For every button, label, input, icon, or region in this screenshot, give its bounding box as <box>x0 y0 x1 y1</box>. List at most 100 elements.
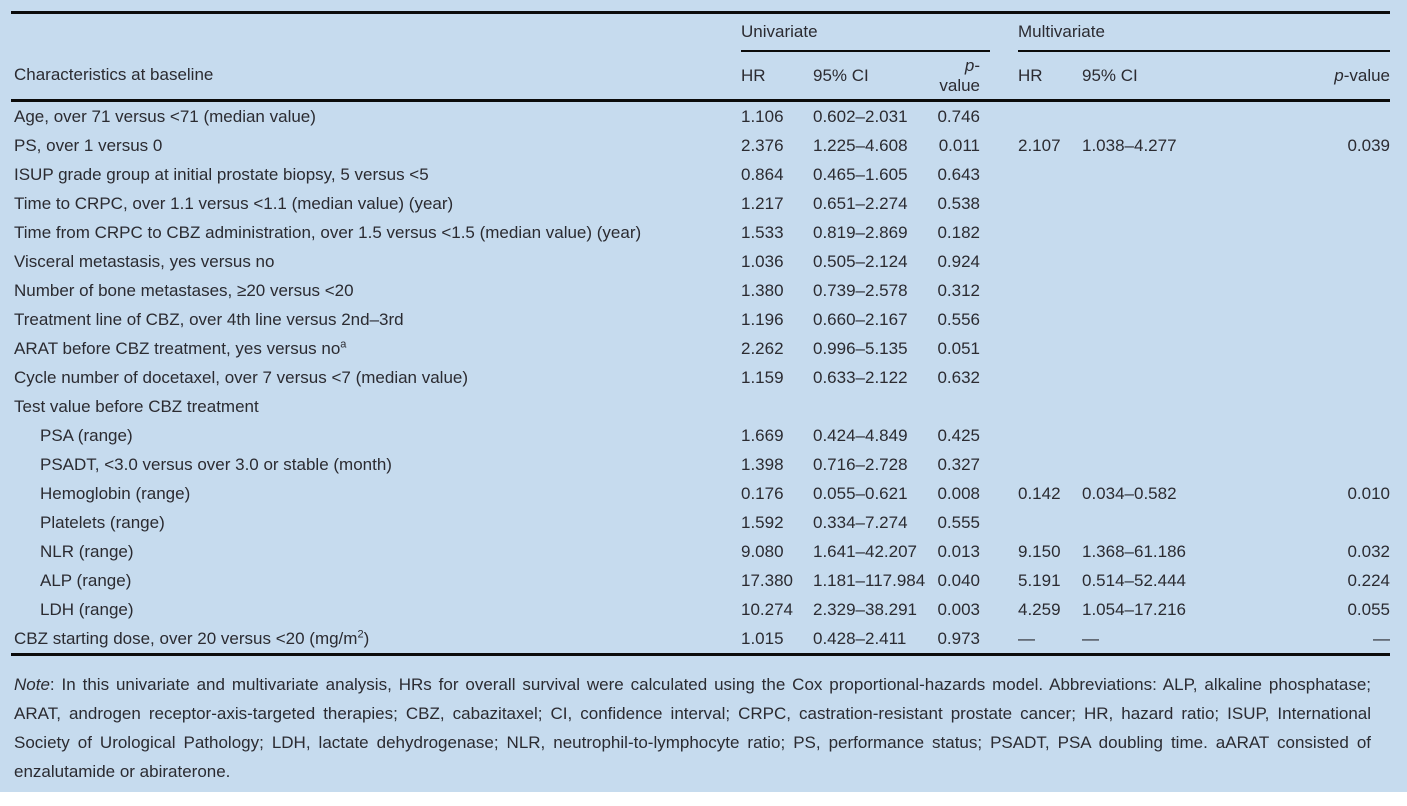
uni-hr-cell: 1.398 <box>741 454 784 474</box>
multi-hr-cell <box>1018 392 1082 421</box>
gap-cell <box>990 392 1018 421</box>
univariate-group-header: Univariate <box>741 12 990 52</box>
table-row: Hemoglobin (range) 0.176 0.055–0.621 0.0… <box>11 479 1390 508</box>
row-label: PSA (range) <box>40 425 133 445</box>
uni-pvalue-cell: 0.182 <box>937 222 980 242</box>
uni-pvalue-cell: 0.327 <box>937 454 980 474</box>
uni-ci-header: 95% CI <box>813 51 933 102</box>
group-header-row: Univariate Multivariate <box>11 12 1391 52</box>
uni-ci-cell: 0.819–2.869 <box>813 222 908 242</box>
multi-pvalue-cell: 0.055 <box>1347 599 1391 619</box>
row-label: Treatment line of CBZ, over 4th line ver… <box>14 309 404 329</box>
uni-hr-cell: 1.669 <box>741 425 784 445</box>
uni-pvalue-cell: 0.011 <box>938 135 980 155</box>
group-header-empty <box>11 13 741 52</box>
multi-hr-cell <box>1018 508 1082 537</box>
gap-cell <box>990 450 1018 479</box>
gap-cell <box>990 421 1018 450</box>
gap-cell <box>990 363 1018 392</box>
superscript: 2 <box>357 627 364 640</box>
uni-hr-cell: 2.376 <box>741 135 784 155</box>
uni-pvalue-cell <box>933 392 990 421</box>
uni-hr-cell: 1.159 <box>741 367 784 387</box>
multi-hr-header: HR <box>1018 51 1082 102</box>
multi-ci-cell <box>1082 160 1208 189</box>
uni-ci-cell: 0.739–2.578 <box>813 280 908 300</box>
multi-ci-cell: 0.514–52.444 <box>1082 570 1186 590</box>
multi-hr-cell <box>1018 160 1082 189</box>
table-row: NLR (range) 9.080 1.641–42.207 0.013 9.1… <box>11 537 1390 566</box>
multi-ci-cell <box>1082 305 1208 334</box>
uni-hr-cell: 17.380 <box>741 570 793 590</box>
table-row: LDH (range) 10.274 2.329–38.291 0.003 4.… <box>11 595 1390 624</box>
uni-pvalue-cell: 0.632 <box>937 367 980 387</box>
gap-cell <box>990 218 1018 247</box>
table-row: PSADT, <3.0 versus over 3.0 or stable (m… <box>11 450 1390 479</box>
uni-hr-cell: 0.864 <box>741 164 784 184</box>
row-label: CBZ starting dose, over 20 versus <20 (m… <box>14 627 370 648</box>
column-gap <box>990 51 1018 102</box>
table-row: Visceral metastasis, yes versus no 1.036… <box>11 247 1390 276</box>
multi-ci-cell <box>1082 334 1208 363</box>
row-label: ALP (range) <box>40 570 132 590</box>
uni-ci-cell: 0.428–2.411 <box>813 628 907 648</box>
table-row: ARAT before CBZ treatment, yes versus no… <box>11 334 1390 363</box>
multi-ci-cell <box>1082 101 1208 132</box>
multi-pvalue-cell <box>1208 508 1390 537</box>
gap-cell <box>990 566 1018 595</box>
cox-analysis-table: Univariate Multivariate Characteristics … <box>11 11 1391 656</box>
table-row: ALP (range) 17.380 1.181–117.984 0.040 5… <box>11 566 1390 595</box>
group-gap <box>990 13 1018 52</box>
uni-hr-cell: 1.592 <box>741 512 784 532</box>
table-row: CBZ starting dose, over 20 versus <20 (m… <box>11 624 1390 655</box>
table-row: Test value before CBZ treatment <box>11 392 1390 421</box>
uni-hr-cell: 1.015 <box>741 628 784 648</box>
row-label: PS, over 1 versus 0 <box>14 135 163 155</box>
gap-cell <box>990 131 1018 160</box>
multi-hr-cell <box>1018 101 1082 132</box>
multi-hr-cell: — <box>1018 628 1035 648</box>
row-label: NLR (range) <box>40 541 134 561</box>
uni-hr-header: HR <box>741 51 813 102</box>
multi-pvalue-cell <box>1208 247 1390 276</box>
uni-ci-cell: 0.633–2.122 <box>813 367 908 387</box>
row-label: ARAT before CBZ treatment, yes versus no… <box>14 337 347 358</box>
uni-pvalue-cell: 0.924 <box>937 251 980 271</box>
gap-cell <box>990 624 1018 655</box>
uni-pvalue-cell: 0.538 <box>937 193 980 213</box>
table-row: Treatment line of CBZ, over 4th line ver… <box>11 305 1390 334</box>
multi-hr-cell <box>1018 305 1082 334</box>
uni-ci-cell: 0.465–1.605 <box>813 164 908 184</box>
row-label: Hemoglobin (range) <box>40 483 191 503</box>
gap-cell <box>990 508 1018 537</box>
table-row: Age, over 71 versus <71 (median value) 1… <box>11 101 1390 132</box>
multi-ci-cell <box>1082 218 1208 247</box>
uni-ci-cell: 0.602–2.031 <box>813 106 908 126</box>
multi-pvalue-cell: 0.032 <box>1347 541 1391 561</box>
row-label: ISUP grade group at initial prostate bio… <box>14 164 429 184</box>
multi-ci-cell <box>1082 450 1208 479</box>
uni-ci-cell: 0.716–2.728 <box>813 454 908 474</box>
uni-hr-cell: 1.380 <box>741 280 784 300</box>
column-header-row: Characteristics at baseline HR 95% CI p-… <box>11 51 1391 102</box>
multi-pvalue-cell: 0.010 <box>1347 483 1391 503</box>
row-label: Visceral metastasis, yes versus no <box>14 251 275 271</box>
uni-pvalue-cell: 0.040 <box>937 570 980 590</box>
multi-pvalue-header: p-value <box>1208 51 1391 102</box>
uni-pvalue-cell: 0.013 <box>937 541 980 561</box>
gap-cell <box>990 276 1018 305</box>
gap-cell <box>990 479 1018 508</box>
uni-hr-cell: 1.036 <box>741 251 784 271</box>
uni-ci-cell: 1.225–4.608 <box>813 135 908 155</box>
uni-pvalue-cell: 0.312 <box>937 280 980 300</box>
multi-hr-cell: 4.259 <box>1018 599 1061 619</box>
multi-pvalue-cell <box>1208 392 1390 421</box>
row-label: Time from CRPC to CBZ administration, ov… <box>14 222 642 242</box>
p-italic: p <box>964 55 975 75</box>
note-text: : In this univariate and multivariate an… <box>14 675 1371 781</box>
multi-ci-cell <box>1082 508 1208 537</box>
multi-ci-cell: 1.038–4.277 <box>1082 135 1177 155</box>
multi-ci-cell <box>1082 421 1208 450</box>
uni-ci-cell: 1.181–117.984 <box>813 570 926 590</box>
